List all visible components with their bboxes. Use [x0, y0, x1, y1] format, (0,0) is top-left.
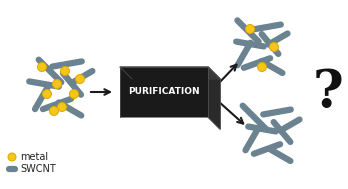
Circle shape — [245, 25, 254, 33]
Circle shape — [38, 63, 47, 71]
Text: PURIFICATION: PURIFICATION — [128, 88, 200, 97]
Text: SWCNT: SWCNT — [20, 164, 56, 174]
Circle shape — [61, 67, 70, 75]
Circle shape — [70, 90, 79, 98]
Circle shape — [49, 106, 58, 115]
Polygon shape — [208, 67, 220, 129]
Circle shape — [76, 74, 85, 84]
Circle shape — [53, 80, 62, 88]
Circle shape — [269, 43, 278, 51]
Circle shape — [258, 63, 267, 71]
Circle shape — [57, 102, 66, 112]
Bar — [120, 67, 208, 117]
Text: ?: ? — [313, 67, 343, 118]
Polygon shape — [120, 67, 220, 79]
Circle shape — [42, 90, 52, 98]
Text: metal: metal — [20, 152, 48, 162]
Circle shape — [8, 153, 16, 161]
